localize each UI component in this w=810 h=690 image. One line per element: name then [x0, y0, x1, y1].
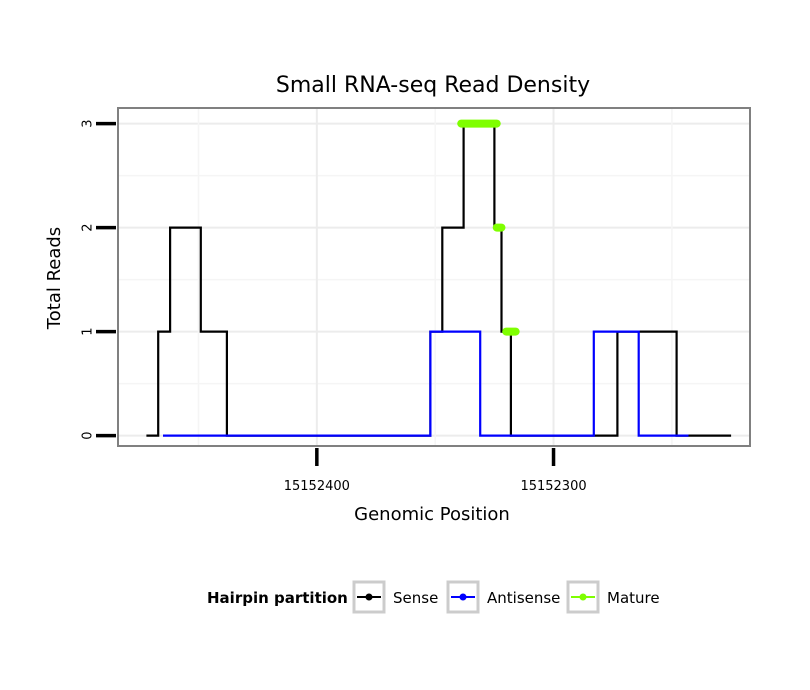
x-axis: 15152400 15152300 — [284, 448, 587, 494]
legend-label-antisense: Antisense — [487, 589, 560, 607]
series-line-sense — [146, 122, 732, 437]
legend-key-dot-antisense — [459, 593, 467, 601]
y-tick-label-1: 1 — [81, 327, 96, 335]
y-axis-title: Total Reads — [44, 227, 65, 330]
y-tick-label-3: 3 — [81, 119, 96, 127]
x-axis-title: Genomic Position — [354, 504, 510, 525]
legend-label-sense: Sense — [393, 589, 438, 607]
legend-key-dot-sense — [365, 593, 373, 601]
chart-title: Small RNA-seq Read Density — [276, 73, 590, 98]
y-tick-label-0: 0 — [81, 431, 96, 439]
y-tick-label-2: 2 — [81, 223, 96, 231]
series-line-antisense — [163, 330, 689, 437]
legend-key-dot-mature — [579, 593, 587, 601]
legend-key-box-mature — [566, 580, 600, 614]
legend-label-mature: Mature — [607, 589, 660, 607]
legend-title: Hairpin partition — [207, 589, 348, 607]
grid — [118, 108, 750, 446]
x-tick-label-0: 15152400 — [284, 479, 350, 494]
x-tick-label-1: 15152300 — [520, 479, 586, 494]
legend: Hairpin partition Sense Antisense Mature — [207, 580, 660, 614]
series-layer — [146, 119, 732, 437]
y-axis: 0 1 2 3 — [81, 119, 116, 440]
plot-border — [117, 107, 751, 447]
